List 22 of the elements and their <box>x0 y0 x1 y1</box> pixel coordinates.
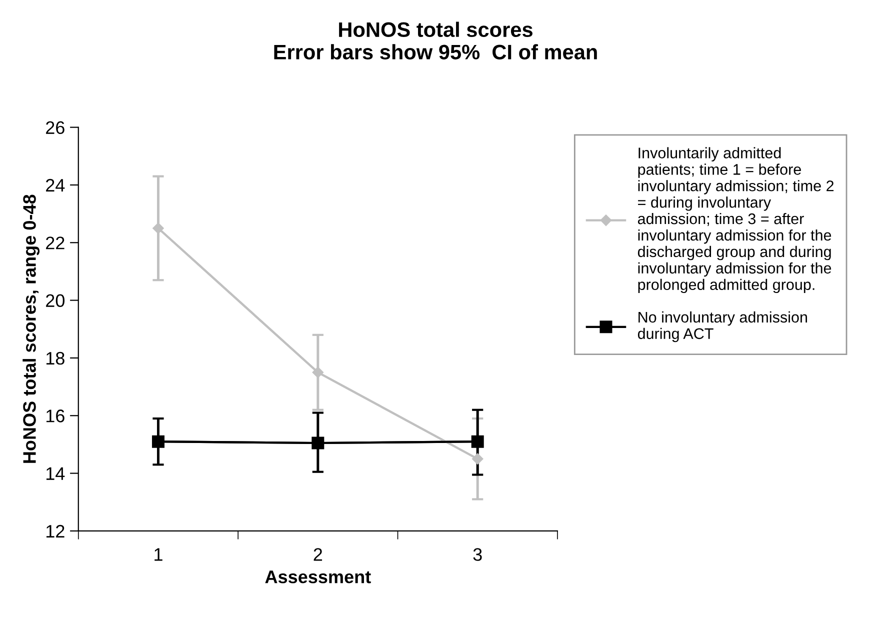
point <box>312 436 324 450</box>
x-tick-label: 3 <box>473 548 482 561</box>
y-tick-label: 20 <box>46 294 64 308</box>
y-tick-label: 18 <box>46 352 64 365</box>
point <box>471 435 484 448</box>
y-tick-label: 12 <box>46 524 64 538</box>
y-axis-title: HoNOS total scores, range 0-48 <box>22 194 40 463</box>
y-tick-label: 14 <box>46 467 65 480</box>
text: Involuntarily admitted patients; time 1 = before involuntary admission; time 2 = during involuntary admission; time 3 = after involuntary admission for the discharged group and during involuntary admission for the prolonged admitted group. <box>638 147 834 294</box>
x-tick-label: 2 <box>314 548 322 561</box>
point <box>152 435 164 448</box>
y-tick-label: 24 <box>46 178 65 192</box>
point <box>312 366 324 378</box>
y-tick-label: 22 <box>46 236 64 250</box>
y-tick-label: 16 <box>46 410 64 422</box>
legend-label: No involuntary admission during ACT <box>638 311 807 342</box>
chart-title: HoNOS total scores Error bars show 95% CI of mean <box>274 22 597 60</box>
point <box>152 222 164 234</box>
x-tick-label: 1 <box>154 548 162 561</box>
x-axis-title: Assessment <box>265 570 371 584</box>
point <box>472 453 484 464</box>
y-tick-label: 26 <box>46 121 64 134</box>
